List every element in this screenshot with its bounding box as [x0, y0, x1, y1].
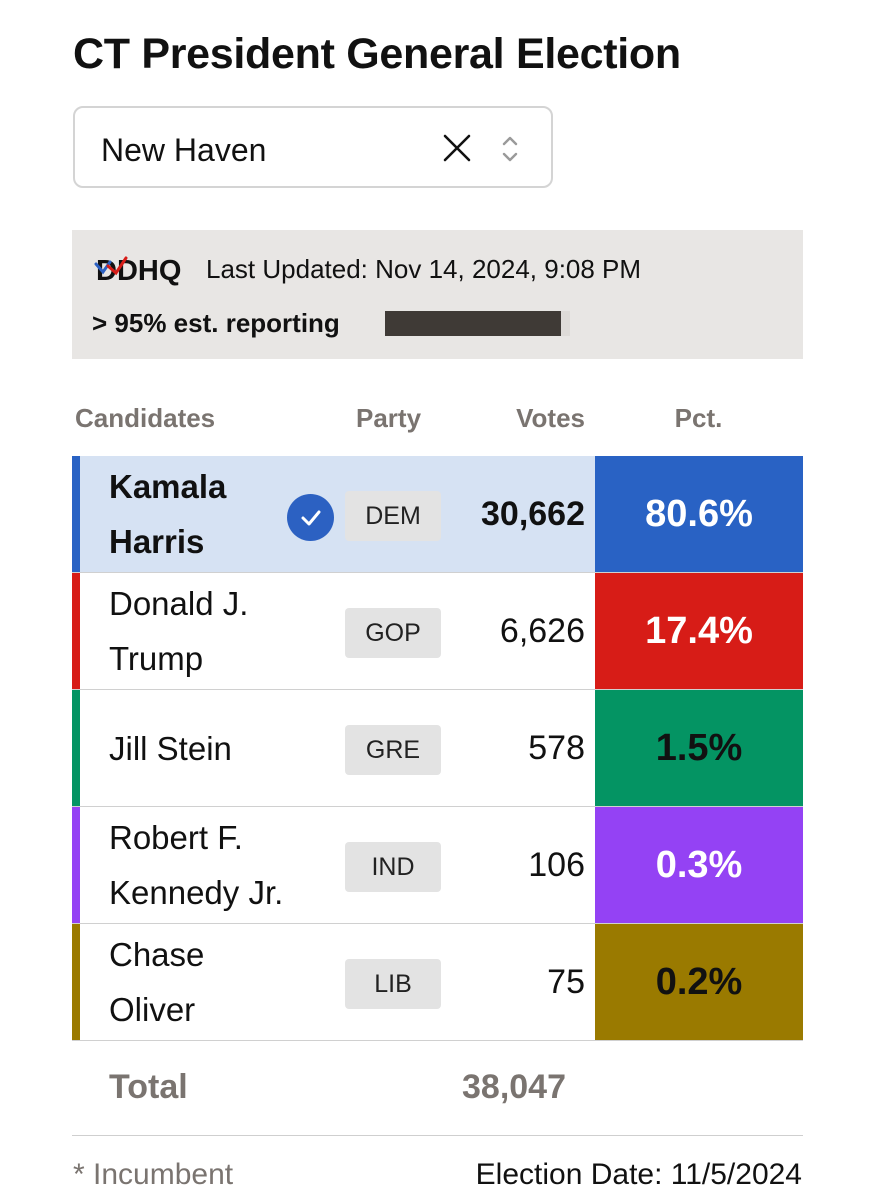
candidate-name: Robert F. Kennedy Jr.	[109, 819, 284, 911]
vote-percent: 0.3%	[595, 807, 803, 923]
party-color-bar	[72, 924, 80, 1040]
vote-count: 6,626	[499, 611, 585, 650]
table-row[interactable]: Kamala Harris DEM 30,662 80.6%	[72, 456, 803, 573]
vote-count: 75	[547, 962, 585, 1001]
election-date: Election Date: 11/5/2024	[475, 1158, 802, 1191]
vote-count: 30,662	[481, 494, 585, 533]
party-badge: DEM	[345, 491, 441, 541]
vote-percent: 80.6%	[595, 456, 803, 572]
location-select[interactable]: New Haven	[73, 106, 553, 188]
reporting-info-panel: DDHQ Last Updated: Nov 14, 2024, 9:08 PM…	[72, 230, 803, 359]
results-table: Kamala Harris DEM 30,662 80.6% Donald J.…	[72, 456, 803, 1041]
total-votes: 38,047	[462, 1068, 566, 1106]
party-badge: GOP	[345, 608, 441, 658]
vote-percent: 1.5%	[595, 690, 803, 806]
party-color-bar	[72, 573, 80, 689]
incumbent-note: * Incumbent	[73, 1158, 234, 1191]
chevron-up-down-icon[interactable]	[495, 132, 525, 166]
candidate-name: Kamala Harris	[109, 468, 227, 560]
header-votes: Votes	[516, 403, 585, 433]
candidate-name: Donald J. Trump	[109, 585, 249, 677]
party-color-bar	[72, 807, 80, 923]
party-badge: IND	[345, 842, 441, 892]
table-row[interactable]: Donald J. Trump GOP 6,626 17.4%	[72, 573, 803, 690]
party-color-bar	[72, 690, 80, 806]
last-updated-text: Last Updated: Nov 14, 2024, 9:08 PM	[206, 254, 642, 284]
checkmark-icon	[287, 494, 334, 541]
reporting-progress-bar	[385, 311, 570, 336]
party-color-bar	[72, 456, 80, 572]
close-icon[interactable]	[439, 130, 475, 166]
reporting-text: > 95% est. reporting	[92, 308, 340, 338]
vote-percent: 0.2%	[595, 924, 803, 1040]
candidate-name: Chase Oliver	[109, 936, 205, 1028]
page-title: CT President General Election	[73, 30, 681, 78]
table-row[interactable]: Robert F. Kennedy Jr. IND 106 0.3%	[72, 807, 803, 924]
table-row[interactable]: Chase Oliver LIB 75 0.2%	[72, 924, 803, 1041]
vote-percent: 17.4%	[595, 573, 803, 689]
svg-text:DDHQ: DDHQ	[96, 255, 181, 286]
location-select-value: New Haven	[101, 132, 267, 168]
header-candidates: Candidates	[75, 403, 216, 433]
vote-count: 578	[528, 728, 585, 767]
party-badge: LIB	[345, 959, 441, 1009]
header-pct: Pct.	[674, 403, 723, 433]
divider	[72, 1135, 803, 1136]
candidate-name: Jill Stein	[109, 729, 232, 767]
ddhq-logo: DDHQ	[94, 255, 181, 286]
reporting-progress-fill	[385, 311, 561, 336]
party-badge: GRE	[345, 725, 441, 775]
total-label: Total	[109, 1068, 188, 1106]
header-party: Party	[356, 403, 422, 433]
table-row[interactable]: Jill Stein GRE 578 1.5%	[72, 690, 803, 807]
vote-count: 106	[528, 845, 585, 884]
